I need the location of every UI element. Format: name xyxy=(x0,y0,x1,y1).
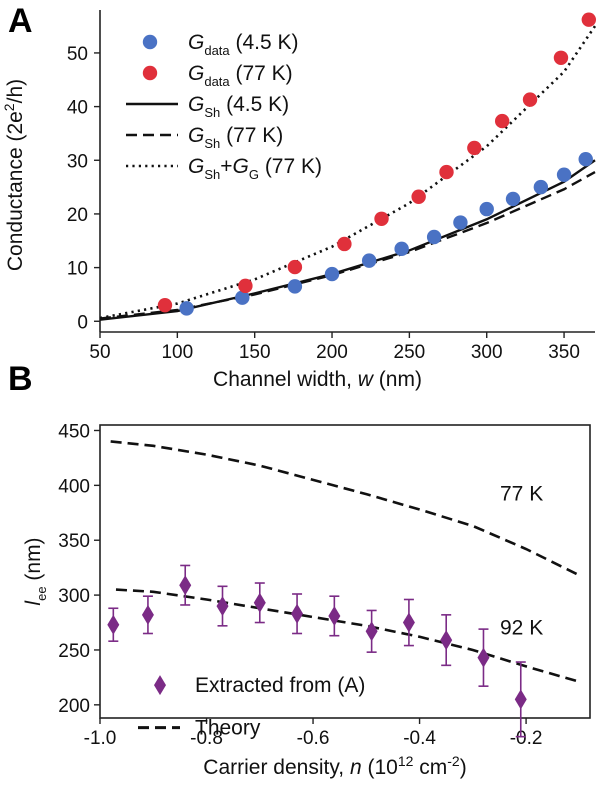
panel-a-point-blue xyxy=(235,290,250,305)
panel-b-annotation-92k: 92 K xyxy=(500,616,543,639)
panel-a-legend-marker xyxy=(142,34,158,50)
panel-b-y-tick-label: 400 xyxy=(58,476,90,497)
panel-b-y-tick-label: 450 xyxy=(58,421,90,442)
panel-b-point xyxy=(440,630,453,651)
panel-a-legend-label: Gdata (4.5 K) xyxy=(188,31,299,58)
panel-a-point-red xyxy=(467,140,482,156)
panel-a-x-tick-label: 50 xyxy=(89,342,110,363)
panel-a-curve-dotted xyxy=(99,25,597,320)
panel-b-chart: B -1.0 -0.8 -0.6 -0.4 -0.2 200 250 300 350 400 450 C… xyxy=(8,360,591,779)
panel-a-point-blue xyxy=(426,229,442,245)
panel-a-x-tick-label: 100 xyxy=(161,342,193,363)
panel-a-point-blue xyxy=(578,151,593,167)
panel-a-point-red xyxy=(522,92,538,107)
panel-b-annotation-77k: 77 K xyxy=(500,483,543,506)
panel-b-legend-label: Theory xyxy=(195,717,261,740)
panel-b-point xyxy=(141,604,154,625)
panel-a-legend-label: GSh (77 K) xyxy=(188,124,283,151)
panel-a-y-tick-label: 30 xyxy=(67,151,88,172)
panel-b-label: B xyxy=(8,360,33,398)
panel-a-legend-label: GSh+GG (77 K) xyxy=(188,155,322,182)
panel-a-x-axis-label: Channel width, w (nm) xyxy=(213,368,422,391)
panel-a-point-blue xyxy=(287,279,303,294)
panel-a-point-blue xyxy=(394,241,409,257)
panel-b-point xyxy=(477,647,490,668)
panel-b-legend-marker xyxy=(154,675,166,696)
panel-a-x-tick-label: 300 xyxy=(471,342,503,363)
panel-a-x-tick-label: 150 xyxy=(239,342,271,363)
panel-b-point xyxy=(365,621,378,642)
panel-b-x-tick-label: -1.0 xyxy=(84,728,117,749)
panel-a-point-blue xyxy=(533,179,549,195)
panel-b-point xyxy=(514,689,527,710)
panel-a-label: A xyxy=(8,2,33,40)
panel-a-x-tick-label: 200 xyxy=(316,342,348,363)
panel-a-y-tick-label: 50 xyxy=(67,44,88,65)
panel-b-point xyxy=(179,575,192,596)
panel-b-y-tick-label: 250 xyxy=(58,641,90,662)
panel-b-point xyxy=(216,596,229,617)
panel-b-point xyxy=(328,605,341,626)
panel-a-point-blue xyxy=(556,167,572,182)
panel-a-point-red xyxy=(337,236,352,252)
panel-b-y-tick-label: 200 xyxy=(58,696,90,717)
panel-a-point-blue xyxy=(179,301,194,316)
panel-b-point xyxy=(402,612,415,633)
panel-a-x-tick-label: 250 xyxy=(394,342,426,363)
panel-a-point-red xyxy=(581,12,597,27)
panel-a-point-red xyxy=(494,113,510,129)
panel-b-y-axis-label: lee (nm) xyxy=(22,537,49,605)
panel-a-point-red xyxy=(238,278,253,294)
panel-a-point-red xyxy=(439,164,454,180)
panel-a-legend-label: GSh (4.5 K) xyxy=(188,93,289,120)
panel-a-point-blue xyxy=(361,253,377,268)
panel-a-y-tick-label: 20 xyxy=(67,205,88,226)
panel-a-point-blue xyxy=(324,266,340,282)
panel-b-y-tick-label: 350 xyxy=(58,531,90,552)
panel-a-x-tick-label: 350 xyxy=(548,342,580,363)
panel-b-point xyxy=(107,614,120,635)
panel-b-x-tick-label: -0.6 xyxy=(297,728,330,749)
panel-a-point-red xyxy=(287,259,303,275)
panel-a-point-red xyxy=(374,211,389,226)
panel-b-x-axis-label: Carrier density, n (1012 cm-2) xyxy=(203,753,466,779)
panel-a-y-tick-label: 10 xyxy=(67,259,88,280)
panel-a-y-axis-label: Conductance (2e2/h) xyxy=(1,79,27,271)
panel-b-x-tick-label: -0.8 xyxy=(190,728,223,749)
panel-a-point-red xyxy=(157,297,173,313)
panel-b-legend-label: Extracted from (A) xyxy=(195,674,365,697)
panel-b-theory-curve xyxy=(110,440,580,577)
panel-b-frame xyxy=(99,424,591,719)
panel-a-point-red xyxy=(553,50,569,65)
panel-a-legend-label: Gdata (77 K) xyxy=(188,62,293,89)
panel-a-point-blue xyxy=(479,201,494,217)
panel-a-legend-marker xyxy=(142,65,158,81)
panel-b-point xyxy=(291,603,304,624)
panel-a-y-tick-label: 40 xyxy=(67,98,88,119)
panel-a-y-tick-label: 0 xyxy=(77,312,88,333)
panel-a-point-blue xyxy=(453,215,468,230)
panel-b-x-tick-label: -0.2 xyxy=(510,728,543,749)
panel-b-x-tick-label: -0.4 xyxy=(403,728,436,749)
panel-b-y-tick-label: 300 xyxy=(58,586,90,607)
panel-a-point-blue xyxy=(505,191,521,207)
panel-b-point xyxy=(253,592,266,613)
panel-a-point-red xyxy=(411,189,426,204)
panel-a-chart: A 50 100 150 200 250 300 350 0 10 20 30 40 50 Channel … xyxy=(1,2,597,391)
panel-b-theory-curve xyxy=(115,588,580,684)
